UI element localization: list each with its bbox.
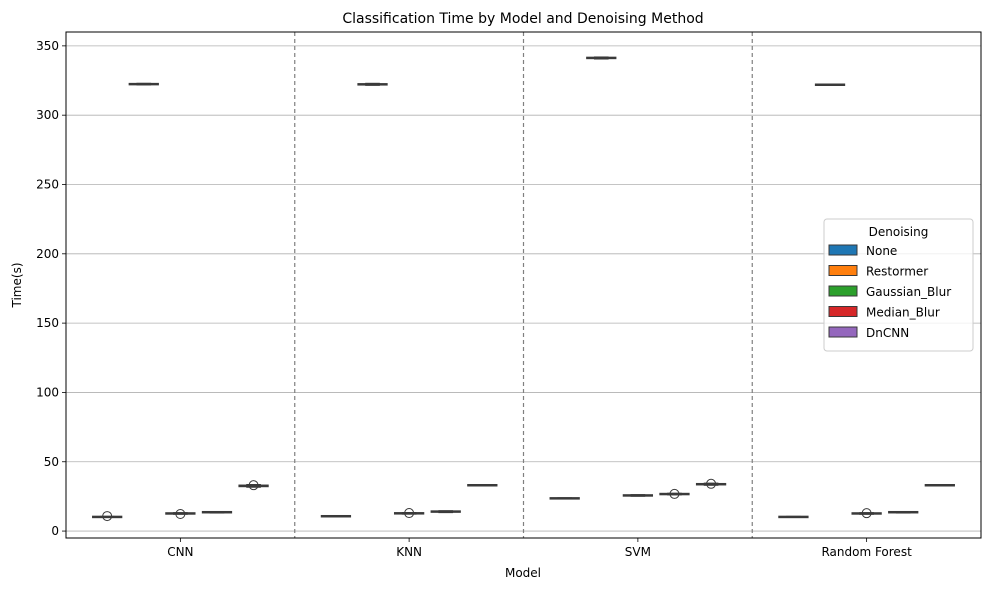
legend-item: Restormer — [828, 265, 928, 279]
box-restormer-random-forest — [814, 83, 846, 87]
box-restormer-svm — [586, 56, 617, 60]
box-median-blur-random-forest — [888, 510, 919, 514]
box-median-blur-knn — [430, 510, 461, 514]
legend-label: Median_Blur — [866, 306, 940, 320]
box-gaussian-blur-cnn — [165, 509, 196, 520]
y-tick-label: 300 — [36, 108, 59, 122]
box-restormer-knn — [357, 82, 388, 86]
box-gaussian-blur-svm — [622, 494, 654, 497]
legend-label: Gaussian_Blur — [866, 285, 951, 299]
box-dncnn-cnn — [238, 480, 269, 491]
x-axis-ticks: CNN KNN SVM Random Forest — [167, 538, 912, 559]
outlier-point — [175, 509, 186, 520]
outlier-point — [669, 488, 680, 499]
box-dncnn-random-forest — [924, 484, 955, 487]
legend: Denoising None Restormer Gaussian_Blur Medi… — [823, 218, 974, 352]
box-none-cnn — [92, 511, 123, 522]
outlier-point — [404, 508, 415, 519]
legend-swatch — [828, 285, 858, 297]
box-none-random-forest — [778, 515, 809, 519]
x-tick-label: Random Forest — [821, 545, 912, 559]
x-tick-label: SVM — [625, 545, 651, 559]
x-tick-label: KNN — [396, 545, 422, 559]
y-axis-label: Time(s) — [10, 263, 24, 309]
y-tick-label: 0 — [51, 524, 59, 538]
legend-swatch — [828, 326, 858, 338]
legend-item: Gaussian_Blur — [828, 285, 951, 299]
box-dncnn-knn — [467, 484, 498, 487]
model-separators — [294, 32, 753, 538]
x-tick-label: CNN — [167, 545, 193, 559]
plot-frame — [65, 31, 982, 539]
outlier-point — [861, 508, 872, 519]
legend-items: None Restormer Gaussian_Blur Median_Blur DnC… — [828, 244, 951, 340]
legend-label: DnCNN — [866, 326, 909, 340]
box-dncnn-svm — [695, 478, 727, 489]
legend-item: DnCNN — [828, 326, 909, 340]
y-axis-ticks: 0 50 100 150 200 250 300 350 — [36, 39, 66, 538]
box-median-blur-cnn — [201, 510, 233, 514]
y-tick-label: 250 — [36, 177, 59, 191]
box-none-knn — [320, 514, 352, 518]
x-axis-label: Model — [505, 566, 541, 580]
y-tick-label: 150 — [36, 316, 59, 330]
box-median-blur-svm — [659, 488, 690, 499]
legend-swatch — [828, 306, 858, 317]
box-restormer-cnn — [128, 82, 159, 86]
outlier-point — [248, 480, 259, 491]
box-none-svm — [549, 497, 580, 500]
y-tick-label: 100 — [36, 385, 59, 399]
legend-item: None — [828, 244, 897, 258]
chart-title: Classification Time by Model and Denoisi… — [342, 11, 703, 27]
legend-item: Median_Blur — [828, 306, 940, 320]
box-plots — [92, 56, 955, 522]
legend-title: Denoising — [869, 225, 929, 239]
legend-swatch — [828, 265, 858, 276]
outlier-point — [102, 511, 113, 522]
legend-label: Restormer — [866, 265, 928, 279]
y-tick-label: 50 — [44, 455, 59, 469]
legend-swatch — [828, 244, 858, 256]
outlier-point — [706, 478, 717, 489]
box-gaussian-blur-knn — [393, 508, 425, 519]
y-tick-label: 350 — [36, 39, 59, 53]
legend-label: None — [866, 244, 897, 258]
legend-frame — [823, 218, 974, 352]
box-gaussian-blur-random-forest — [851, 508, 882, 519]
y-tick-label: 200 — [36, 247, 59, 261]
